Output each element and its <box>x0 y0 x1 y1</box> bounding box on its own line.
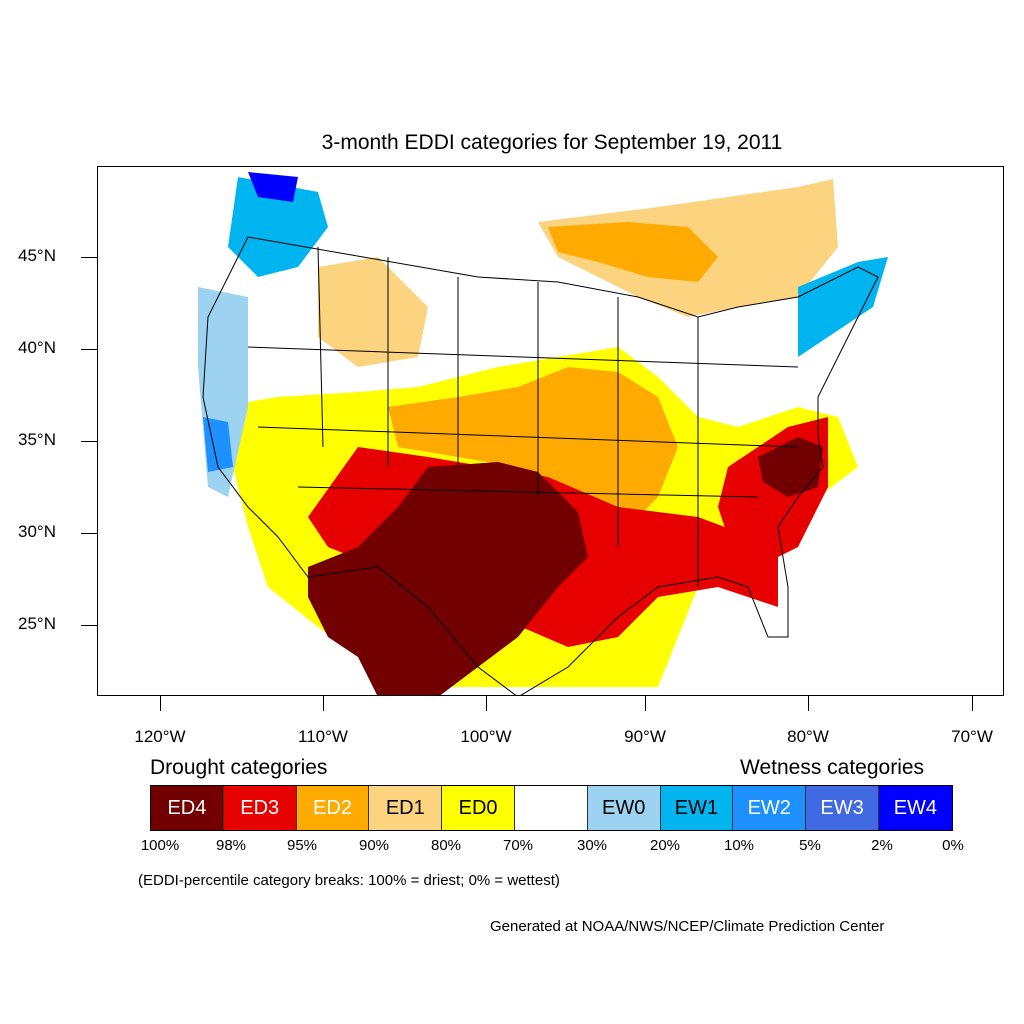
legend-label: EW3 <box>820 796 864 819</box>
ew-region-pacific-nw <box>228 177 328 277</box>
legend-box-normal <box>514 786 588 830</box>
us-outline <box>202 236 879 695</box>
lon-tick-70 <box>972 696 973 711</box>
pct-break: 98% <box>215 837 247 854</box>
legend-box-ed0: ED0 <box>442 786 515 830</box>
legend-label: EW0 <box>602 796 646 819</box>
map-canvas <box>198 172 888 695</box>
legend-label: ED1 <box>385 796 425 819</box>
state-line-7 <box>247 346 799 368</box>
ew1-region-northeast <box>798 257 888 357</box>
pct-break: 80% <box>430 837 462 854</box>
lon-tick-80 <box>808 696 809 711</box>
legend-box-ew3: EW3 <box>806 786 879 830</box>
ed4-region-carolinas <box>758 437 823 497</box>
category-shading <box>198 172 888 695</box>
lat-tick-35 <box>81 441 97 442</box>
lat-tick-40 <box>81 349 97 350</box>
lon-label-100: 100°W <box>460 727 512 746</box>
state-line-9 <box>297 486 759 498</box>
lon-label-70: 70°W <box>951 727 993 746</box>
wetness-heading: Wetness categories <box>740 756 925 779</box>
pct-break: 100% <box>140 837 180 854</box>
credit-line: Generated at NOAA/NWS/NCEP/Climate Predi… <box>490 918 885 935</box>
eddi-map <box>97 166 1004 696</box>
lon-label-110: 110°W <box>298 727 348 746</box>
lon-tick-90 <box>645 696 646 711</box>
lat-label-40: 40°N <box>18 338 56 357</box>
lon-label-120: 120°W <box>134 727 186 746</box>
pct-break: 5% <box>799 837 821 854</box>
pct-break: 70% <box>502 837 534 854</box>
lat-label-45: 45°N <box>18 246 56 265</box>
lat-label-35: 35°N <box>18 430 56 449</box>
lon-tick-120 <box>160 696 161 711</box>
map-title: 3-month EDDI categories for September 19… <box>321 131 783 154</box>
drought-heading: Drought categories <box>150 756 328 779</box>
lat-tick-25 <box>81 625 97 626</box>
pct-break: 10% <box>723 837 755 854</box>
pct-break: 90% <box>358 837 390 854</box>
category-note: (EDDI-percentile category breaks: 100% =… <box>138 872 560 889</box>
state-line-1 <box>317 246 324 448</box>
legend-label: ED3 <box>240 796 280 819</box>
lat-tick-30 <box>81 533 97 534</box>
legend-box-ed2: ED2 <box>296 786 370 830</box>
pct-break: 0% <box>942 837 964 854</box>
ed1-region-rockies <box>318 257 428 367</box>
pct-break: 95% <box>286 837 318 854</box>
ed2-region-upper <box>548 222 718 282</box>
legend-label: EW1 <box>674 796 719 819</box>
lon-tick-100 <box>486 696 487 711</box>
legend-box-ed3: ED3 <box>223 786 297 830</box>
legend-label: ED2 <box>313 796 352 819</box>
pct-break: 20% <box>649 837 681 854</box>
state-line-8 <box>257 426 799 448</box>
ed2-region <box>388 367 678 517</box>
legend-label: EW2 <box>747 796 791 819</box>
legend-box-ew4: EW4 <box>878 786 952 830</box>
lon-tick-110 <box>323 696 324 711</box>
lon-label-90: 90°W <box>624 727 666 746</box>
pct-break: 2% <box>871 837 893 854</box>
lat-label-25: 25°N <box>18 614 56 633</box>
legend-box-ew1: EW1 <box>660 786 734 830</box>
lat-label-30: 30°N <box>18 522 56 541</box>
legend-box-ed4: ED4 <box>151 786 224 830</box>
lon-label-80: 80°W <box>787 727 829 746</box>
ed4-region-texas <box>308 462 588 695</box>
legend-label: EW4 <box>893 796 938 819</box>
legend-bar: ED4 ED3 ED2 ED1 ED0 EW0 EW1 EW2 EW3 EW4 <box>150 785 953 831</box>
pct-break: 30% <box>576 837 608 854</box>
legend-box-ed1: ED1 <box>369 786 443 830</box>
ew4-region-nw-corner <box>248 172 298 202</box>
boundaries <box>202 236 879 695</box>
lat-tick-45 <box>81 257 97 258</box>
legend-box-ew0: EW0 <box>587 786 661 830</box>
legend-label: ED4 <box>167 796 207 819</box>
legend-box-ew2: EW2 <box>733 786 807 830</box>
legend-label: ED0 <box>458 796 498 819</box>
